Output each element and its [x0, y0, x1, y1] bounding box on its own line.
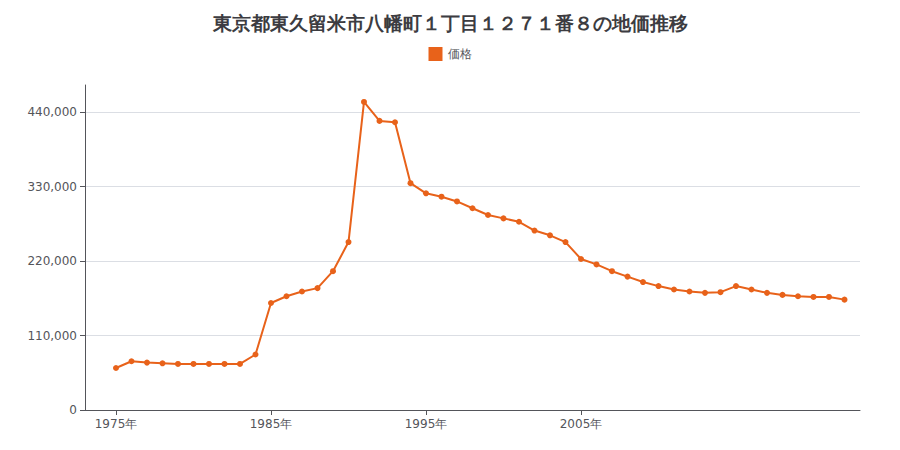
- svg-text:0: 0: [69, 403, 77, 417]
- svg-text:2005年: 2005年: [560, 417, 603, 431]
- svg-text:東京都東久留米市八幡町１丁目１２７１番８の地価推移: 東京都東久留米市八幡町１丁目１２７１番８の地価推移: [212, 12, 688, 34]
- svg-text:110,000: 110,000: [27, 329, 77, 343]
- svg-text:1985年: 1985年: [250, 417, 293, 431]
- svg-text:330,000: 330,000: [27, 180, 77, 194]
- svg-text:220,000: 220,000: [27, 254, 77, 268]
- svg-text:1995年: 1995年: [405, 417, 448, 431]
- svg-text:1975年: 1975年: [95, 417, 138, 431]
- svg-text:440,000: 440,000: [27, 105, 77, 119]
- svg-text:価格: 価格: [448, 47, 472, 61]
